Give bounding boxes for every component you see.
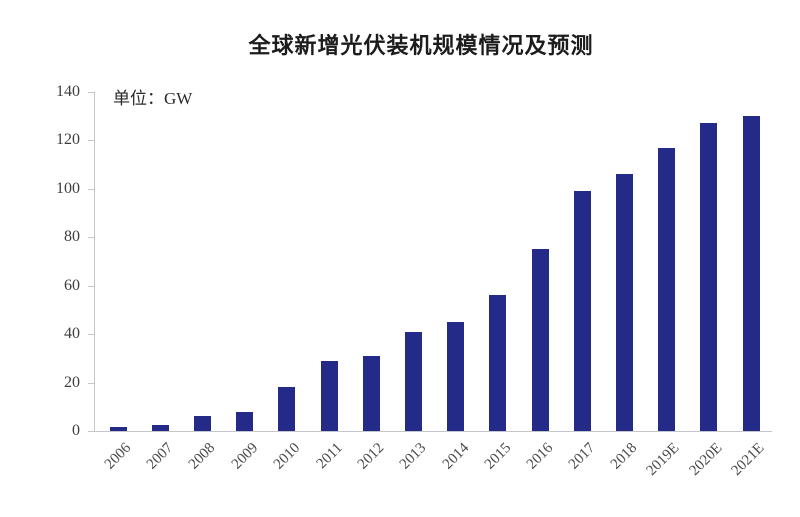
x-tick-label-2009: 2009 <box>228 440 261 473</box>
y-tick-mark-20 <box>88 382 94 384</box>
y-tick-mark-80 <box>88 237 94 239</box>
y-tick-mark-0 <box>88 431 94 432</box>
bar-2021E <box>742 116 760 431</box>
x-tick-label-2017: 2017 <box>565 440 599 473</box>
x-tick-label-2016: 2016 <box>523 440 557 473</box>
x-tick-label-2012: 2012 <box>354 440 388 473</box>
y-tick-label-60: 60 <box>64 276 80 294</box>
bar-2010 <box>278 387 296 431</box>
x-axis-line <box>94 431 772 432</box>
chart-title: 全球新增光伏装机规模情况及预测 <box>248 33 594 58</box>
y-tick-label-40: 40 <box>64 325 80 343</box>
bar-2012 <box>362 355 380 431</box>
bar-2006 <box>109 427 127 431</box>
y-tick-label-140: 140 <box>56 83 80 100</box>
bar-2018 <box>615 174 633 431</box>
x-tick-label-2011: 2011 <box>313 440 346 473</box>
bar-2019E <box>658 147 676 431</box>
unit-label: 单位：GW <box>113 89 193 108</box>
bar-2007 <box>151 424 169 431</box>
bar-2011 <box>320 360 338 431</box>
x-tick-label-2014: 2014 <box>439 440 472 473</box>
x-tick-label-2007: 2007 <box>143 440 177 473</box>
bar-2013 <box>404 331 422 431</box>
y-tick-label-80: 80 <box>64 228 80 246</box>
bar-2015 <box>489 295 507 431</box>
x-tick-label-2015: 2015 <box>481 440 515 473</box>
bar-2014 <box>447 322 465 431</box>
y-tick-label-100: 100 <box>56 179 80 197</box>
x-tick-label-2013: 2013 <box>397 440 430 473</box>
bar-2016 <box>531 249 549 431</box>
y-tick-mark-140 <box>88 92 94 93</box>
bar-2009 <box>236 411 254 431</box>
y-tick-mark-100 <box>88 188 94 190</box>
bar-2008 <box>193 416 211 431</box>
x-tick-label-2021E: 2021E <box>728 440 768 480</box>
y-tick-mark-40 <box>88 334 94 336</box>
x-tick-label-2018: 2018 <box>608 440 641 473</box>
x-tick-label-2020E: 2020E <box>686 440 726 480</box>
y-tick-label-120: 120 <box>56 131 80 149</box>
bar-2020E <box>700 123 718 431</box>
x-tick-label-2019E: 2019E <box>643 440 683 480</box>
y-tick-mark-120 <box>88 140 94 142</box>
y-axis-line <box>94 92 95 431</box>
bar-2017 <box>573 191 591 431</box>
x-tick-label-2006: 2006 <box>101 440 135 473</box>
y-tick-label-20: 20 <box>64 373 80 391</box>
x-tick-label-2010: 2010 <box>270 440 304 473</box>
y-tick-label-0: 0 <box>72 422 80 439</box>
y-tick-mark-60 <box>88 285 94 287</box>
x-tick-label-2008: 2008 <box>186 440 219 473</box>
